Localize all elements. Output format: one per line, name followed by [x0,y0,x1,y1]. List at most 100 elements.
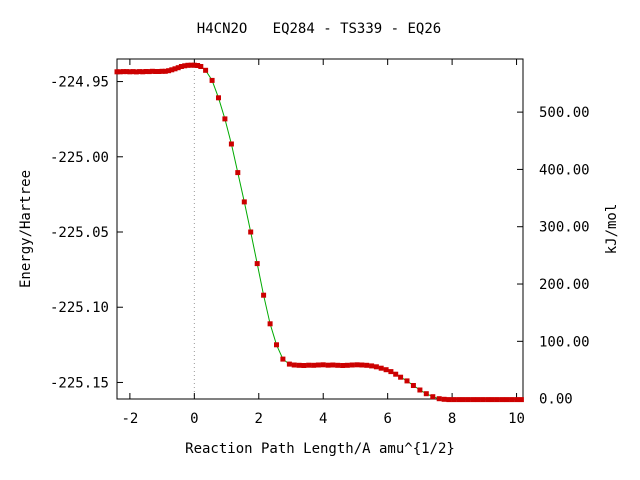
y2-tick-label: 0.00 [539,392,573,408]
data-point [325,362,331,368]
data-point [494,397,500,403]
data-point [335,362,341,368]
data-point [124,69,130,75]
y2-tick-label: 200.00 [539,277,590,293]
data-point [209,77,215,83]
data-point [340,363,346,368]
plot-frame [116,58,524,400]
data-point [383,367,389,373]
data-point [364,362,370,368]
data-point [404,378,410,384]
y2-tick-label: 300.00 [539,220,590,236]
data-point [291,362,297,368]
data-point [156,69,162,74]
data-point [188,62,194,68]
data-point [159,68,165,74]
data-point [393,371,399,377]
y-axis-label: Energy/Hartree [18,170,34,288]
data-point [311,362,317,368]
data-point [475,397,481,403]
data-point [441,396,447,402]
data-point [436,396,442,402]
data-point [172,66,178,72]
data-point [203,67,209,73]
data-point [315,362,321,368]
data-point [369,363,375,369]
data-point [120,69,126,75]
data-point [320,362,326,368]
data-point [518,397,524,403]
data-point [417,387,423,393]
data-point [509,397,515,403]
x-tick-label: 10 [508,411,525,427]
y2-tick-label: 400.00 [539,162,590,178]
data-point [504,397,510,403]
data-point [274,342,279,348]
y-axis-right: 0.00 100.00 200.00 300.00 400.00 500.00 [517,105,590,408]
data-point [130,69,136,75]
data-point [222,116,228,122]
data-point [446,397,452,403]
data-point [178,64,184,69]
x-tick-label: 8 [448,411,456,427]
data-point [175,65,181,71]
data-point [169,67,175,73]
y-axis-left: -224.95 -225.00 -225.05 -225.10 -225.15 [50,75,123,391]
data-point [514,397,520,403]
data-point [349,362,355,368]
data-point [344,362,350,368]
data-point [146,69,152,75]
data-point [306,362,312,368]
data-point [191,62,197,68]
data-point [133,69,139,75]
y2-tick-label: 500.00 [539,105,590,121]
chart-title: H4CN2O EQ284 - TS339 - EQ26 [197,21,441,37]
data-point [254,261,260,267]
x-axis-label: Reaction Path Length/A amu^{1/2} [185,441,455,457]
data-point [162,68,168,74]
data-point [140,69,146,75]
x-tick-label: 6 [383,411,391,427]
data-point [137,69,143,75]
data-point [166,68,172,74]
data-point [280,356,286,362]
data-point [465,397,471,403]
data-point [127,69,133,75]
data-point [423,391,429,397]
data-point [410,383,416,388]
data-point [114,69,120,75]
data-point [480,397,486,403]
y-tick-label: -225.00 [50,150,109,166]
x-tick-label: 0 [190,411,198,427]
data-point [195,63,201,68]
data-point [182,63,188,69]
data-point [241,199,247,205]
series-layer [114,62,524,403]
y-tick-label: -225.05 [50,225,109,241]
data-point [261,292,267,298]
y2-axis-label: kJ/mol [604,204,620,255]
data-point [354,362,360,368]
y-tick-label: -224.95 [50,75,109,91]
data-point [460,397,466,403]
y-tick-label: -225.10 [50,300,109,316]
data-point [489,397,495,403]
data-point [456,397,462,403]
data-point [286,361,292,367]
data-point [153,69,159,74]
data-point [228,141,234,147]
data-point [470,397,476,403]
series-line [117,64,522,401]
x-tick-label: -2 [121,411,138,427]
data-point [378,365,384,371]
data-point [143,69,149,74]
x-axis: -2 0 2 4 6 8 10 [121,59,525,427]
data-point [267,321,273,327]
data-point [296,362,302,368]
data-point [451,397,457,403]
data-point [248,229,254,235]
data-point [198,64,204,69]
data-point [430,394,436,400]
data-point [235,170,241,176]
x-tick-label: 2 [255,411,263,427]
